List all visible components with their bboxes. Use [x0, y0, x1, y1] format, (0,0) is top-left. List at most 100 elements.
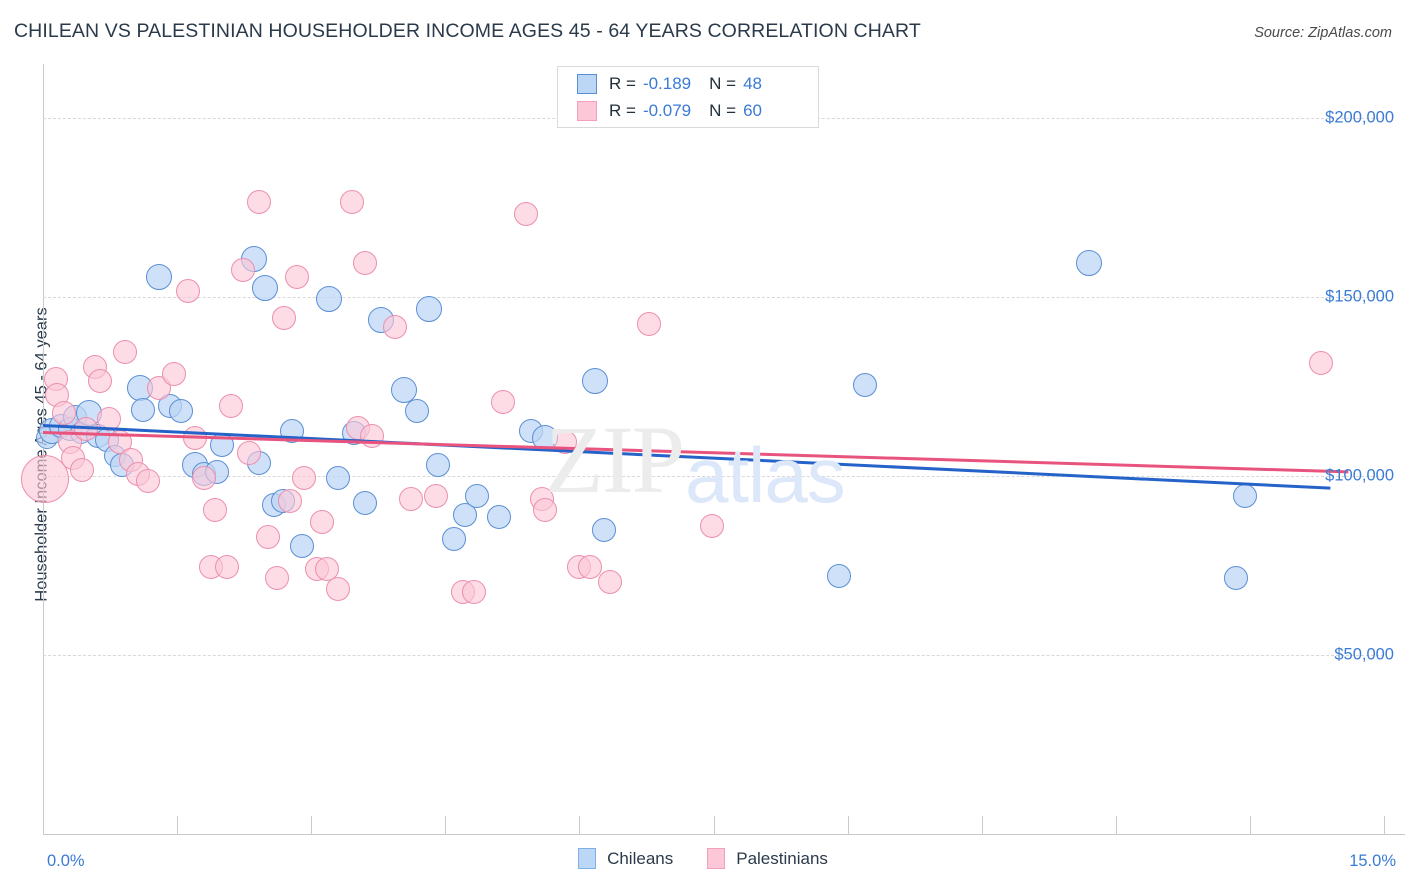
x-axis-tick [847, 816, 849, 834]
data-point-blue[interactable] [290, 533, 315, 558]
data-point-blue[interactable] [826, 564, 851, 589]
data-point-pink[interactable] [73, 417, 98, 442]
data-point-blue[interactable] [426, 453, 451, 478]
legend-swatch-palestinians [707, 848, 726, 869]
data-point-blue[interactable] [326, 465, 351, 490]
x-axis-tick [1115, 816, 1117, 834]
x-axis-tick [1384, 816, 1385, 834]
y-axis-label: $50,000 [1334, 645, 1394, 664]
data-point-pink[interactable] [191, 465, 216, 490]
data-point-pink[interactable] [70, 458, 95, 483]
data-point-blue[interactable] [1233, 483, 1258, 508]
source-label: Source: ZipAtlas.com [1254, 25, 1392, 41]
x-axis-min-label: 0.0% [47, 852, 85, 870]
data-point-pink[interactable] [553, 429, 578, 454]
data-point-pink[interactable] [461, 580, 486, 605]
data-point-pink[interactable] [215, 555, 240, 580]
data-point-pink[interactable] [597, 569, 622, 594]
data-point-pink[interactable] [277, 488, 302, 513]
stats-row-chileans: R = -0.189 N = 48 [577, 71, 762, 97]
data-point-pink[interactable] [699, 514, 724, 538]
data-point-pink[interactable] [97, 406, 122, 431]
chart-legend: Chileans Palestinians [0, 848, 1406, 869]
data-point-pink[interactable] [292, 465, 317, 490]
gridline [43, 296, 1384, 298]
y-axis-label: $100,000 [1325, 466, 1394, 485]
data-point-pink[interactable] [256, 524, 281, 549]
data-point-blue[interactable] [416, 296, 443, 323]
data-point-blue[interactable] [168, 399, 193, 424]
data-point-pink[interactable] [637, 311, 662, 336]
data-point-pink[interactable] [136, 469, 161, 494]
x-axis-tick [1249, 816, 1251, 834]
data-point-pink[interactable] [182, 426, 207, 451]
data-point-pink[interactable] [513, 202, 538, 227]
data-point-pink[interactable] [231, 257, 256, 282]
data-point-pink[interactable] [236, 440, 261, 465]
legend-item-chileans[interactable]: Chileans [578, 848, 673, 869]
legend-item-palestinians[interactable]: Palestinians [707, 848, 828, 869]
legend-label-chileans: Chileans [607, 848, 674, 868]
data-point-blue[interactable] [279, 419, 304, 444]
data-point-pink[interactable] [265, 565, 290, 590]
x-axis-tick [177, 816, 179, 834]
data-point-blue[interactable] [582, 367, 609, 394]
data-point-pink[interactable] [533, 497, 558, 522]
data-point-pink[interactable] [399, 487, 424, 512]
data-point-blue[interactable] [316, 285, 343, 312]
chart-title: CHILEAN VS PALESTINIAN HOUSEHOLDER INCOM… [14, 20, 921, 42]
data-point-blue[interactable] [465, 483, 490, 508]
data-point-blue[interactable] [131, 397, 156, 422]
data-point-pink[interactable] [490, 390, 515, 415]
y-axis-label: $150,000 [1325, 287, 1394, 306]
data-point-blue[interactable] [209, 433, 234, 458]
data-point-pink[interactable] [383, 315, 408, 340]
data-point-pink[interactable] [175, 279, 200, 304]
data-point-blue[interactable] [592, 517, 617, 542]
data-point-pink[interactable] [20, 455, 69, 504]
data-point-pink[interactable] [424, 483, 449, 508]
stats-n-label-blue: N = [709, 74, 737, 93]
stats-r-label-pink: R = [609, 101, 636, 120]
stats-swatch-pink [577, 101, 597, 121]
data-point-blue[interactable] [391, 376, 418, 403]
data-point-blue[interactable] [452, 503, 477, 528]
legend-swatch-chileans [578, 848, 597, 869]
stats-n-value-blue: 48 [743, 74, 762, 93]
data-point-pink[interactable] [161, 361, 186, 386]
data-point-pink[interactable] [272, 306, 297, 331]
trendline-blue [42, 423, 1331, 490]
data-point-pink[interactable] [88, 368, 113, 393]
data-point-blue[interactable] [1224, 565, 1249, 590]
data-point-pink[interactable] [284, 265, 309, 290]
stats-r-value-pink: -0.079 [642, 101, 692, 120]
data-point-blue[interactable] [146, 264, 173, 291]
data-point-blue[interactable] [404, 399, 429, 424]
data-point-blue[interactable] [853, 372, 878, 397]
legend-label-palestinians: Palestinians [736, 848, 828, 868]
stats-n-value-pink: 60 [743, 101, 762, 120]
data-point-blue[interactable] [352, 490, 377, 515]
gridline [43, 654, 1384, 656]
data-point-blue[interactable] [486, 505, 511, 530]
data-point-pink[interactable] [113, 340, 138, 365]
data-point-pink[interactable] [326, 576, 351, 601]
data-point-pink[interactable] [202, 497, 227, 522]
data-point-pink[interactable] [247, 189, 272, 214]
data-point-pink[interactable] [218, 394, 243, 419]
data-point-blue[interactable] [1075, 249, 1102, 276]
data-point-blue[interactable] [251, 274, 278, 301]
data-point-pink[interactable] [52, 401, 77, 426]
data-point-pink[interactable] [352, 250, 377, 275]
gridline [43, 475, 1384, 477]
data-point-pink[interactable] [359, 424, 384, 449]
x-axis-tick [579, 816, 581, 834]
data-point-blue[interactable] [442, 526, 467, 551]
data-point-pink[interactable] [340, 189, 365, 214]
x-axis-tick [445, 816, 447, 834]
x-axis-tick [981, 816, 983, 834]
x-axis-tick [713, 816, 715, 834]
data-point-pink[interactable] [1309, 351, 1334, 376]
stats-r-value-blue: -0.189 [642, 74, 692, 93]
data-point-pink[interactable] [309, 510, 334, 535]
